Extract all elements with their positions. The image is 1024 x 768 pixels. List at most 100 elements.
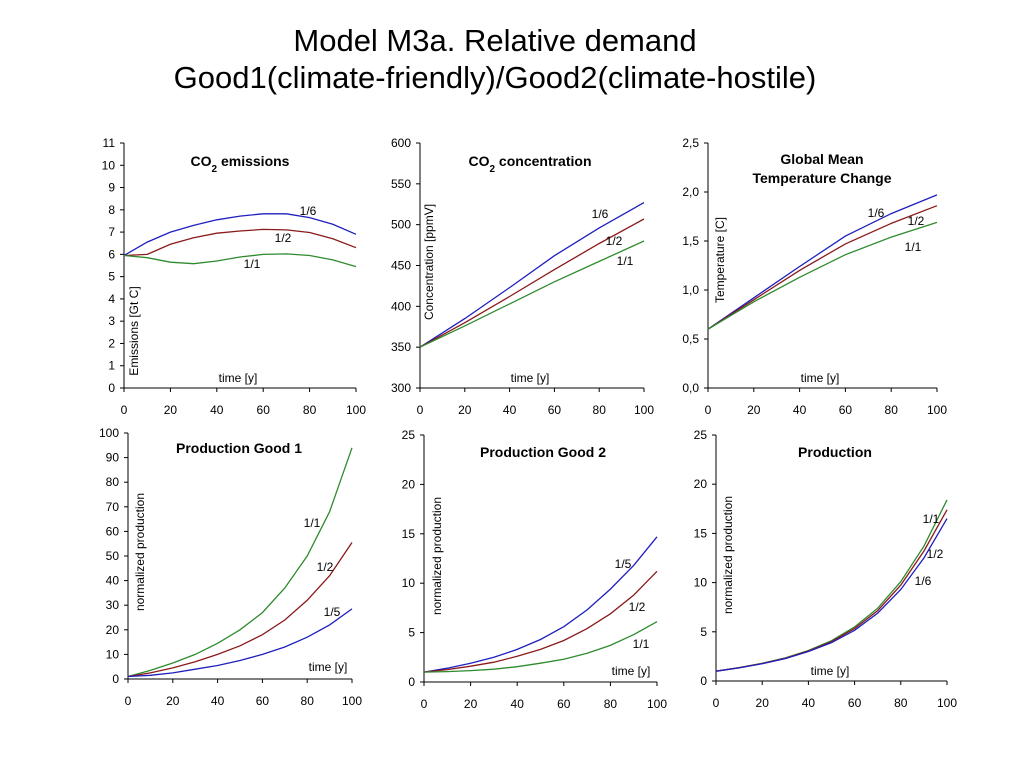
y-tick-label: 0,0 [682,381,699,395]
y-tick-label: 5 [408,626,415,640]
x-tick-label: 40 [793,403,807,417]
y-tick-label: 350 [391,340,411,354]
y-tick-label: 8 [108,203,115,217]
y-tick-label: 450 [391,259,411,273]
x-axis-label: time [y] [612,664,651,678]
y-tick-label: 0 [112,672,119,686]
x-tick-label: 0 [121,403,128,417]
x-tick-label: 20 [164,403,178,417]
x-tick-label: 60 [839,403,853,417]
x-tick-label: 0 [705,403,712,417]
y-tick-label: 5 [108,270,115,284]
series-label: 1/2 [606,234,623,248]
y-tick-label: 400 [391,299,411,313]
x-axis-label: time [y] [801,371,840,385]
y-tick-label: 70 [106,500,120,514]
chart-title: Production Good 1 [176,440,302,456]
y-axis-label: normalized production [133,493,147,611]
y-tick-label: 11 [103,136,116,150]
x-tick-label: 80 [894,696,908,710]
y-tick-label: 10 [106,647,120,661]
x-tick-label: 0 [125,694,132,708]
x-tick-label: 0 [421,697,428,711]
x-tick-label: 60 [848,696,862,710]
y-tick-label: 7 [108,225,115,239]
y-tick-label: 80 [106,475,120,489]
y-tick-label: 0 [108,381,115,395]
x-tick-label: 0 [417,403,424,417]
series-line-1-6 [123,213,357,257]
x-tick-label: 80 [885,403,899,417]
y-tick-label: 1,0 [682,283,699,297]
y-tick-label: 25 [402,428,416,442]
series-line-1-1 [423,621,658,673]
x-axis-label: time [y] [511,371,550,385]
y-tick-label: 0,5 [682,332,699,346]
series-line-1-1 [419,240,645,348]
y-tick-label: 3 [108,314,115,328]
y-tick-label: 600 [391,136,411,150]
series-line-1-1 [123,253,357,268]
y-tick-label: 2,5 [682,136,699,150]
series-line-1-1 [127,447,353,678]
chart-title: Production [798,444,872,460]
series-line-1-6 [715,518,948,672]
y-tick-label: 10 [102,158,116,172]
x-tick-label: 60 [557,697,571,711]
series-label: 1/2 [275,231,292,245]
series-line-1-2 [715,509,948,672]
x-tick-label: 40 [210,403,224,417]
y-axis-label: Emissions [Gt C] [127,286,141,375]
series-label: 1/6 [300,204,317,218]
series-label: 1/2 [908,214,925,228]
y-tick-label: 25 [694,428,708,442]
x-tick-label: 20 [464,697,478,711]
y-axis-label: normalized production [721,496,735,614]
series-line-1-2 [419,218,645,348]
x-tick-label: 100 [937,696,957,710]
series-line-1-2 [423,570,658,673]
x-axis-label: time [y] [219,371,258,385]
x-tick-label: 20 [756,696,770,710]
y-tick-label: 4 [108,292,115,306]
y-tick-label: 500 [391,218,411,232]
chart-title-line: Temperature Change [753,170,892,186]
series-label: 1/1 [304,516,321,530]
x-tick-label: 80 [593,403,607,417]
slide-title-line2: Good1(climate-friendly)/Good2(climate-ho… [173,60,817,95]
y-tick-label: 10 [402,576,416,590]
series-label: 1/1 [633,637,650,651]
x-tick-label: 20 [458,403,472,417]
series-label: 1/2 [927,547,944,561]
y-tick-label: 10 [694,576,708,590]
x-tick-label: 0 [713,696,720,710]
y-tick-label: 9 [108,181,115,195]
x-tick-label: 80 [301,694,315,708]
series-line-1-6 [707,194,938,330]
y-axis-label: normalized production [430,497,444,615]
series-line-1-5 [127,608,353,678]
series-line-1-2 [123,228,357,257]
series-label: 1/1 [244,257,261,271]
series-line-1-2 [707,205,938,330]
series-label: 1/5 [324,605,341,619]
y-tick-label: 2,0 [682,185,699,199]
x-tick-label: 20 [747,403,761,417]
series-label: 1/6 [592,207,609,221]
y-tick-label: 30 [106,598,120,612]
x-tick-label: 40 [802,696,816,710]
y-tick-label: 40 [106,574,120,588]
y-tick-label: 0 [700,674,707,688]
y-axis-label: Temperature [C] [713,217,727,303]
series-line-1-2 [127,542,353,678]
x-tick-label: 100 [346,403,366,417]
y-tick-label: 1 [108,359,115,373]
series-label: 1/2 [629,600,646,614]
x-tick-label: 60 [257,403,271,417]
x-tick-label: 60 [548,403,562,417]
series-label: 1/2 [317,560,334,574]
